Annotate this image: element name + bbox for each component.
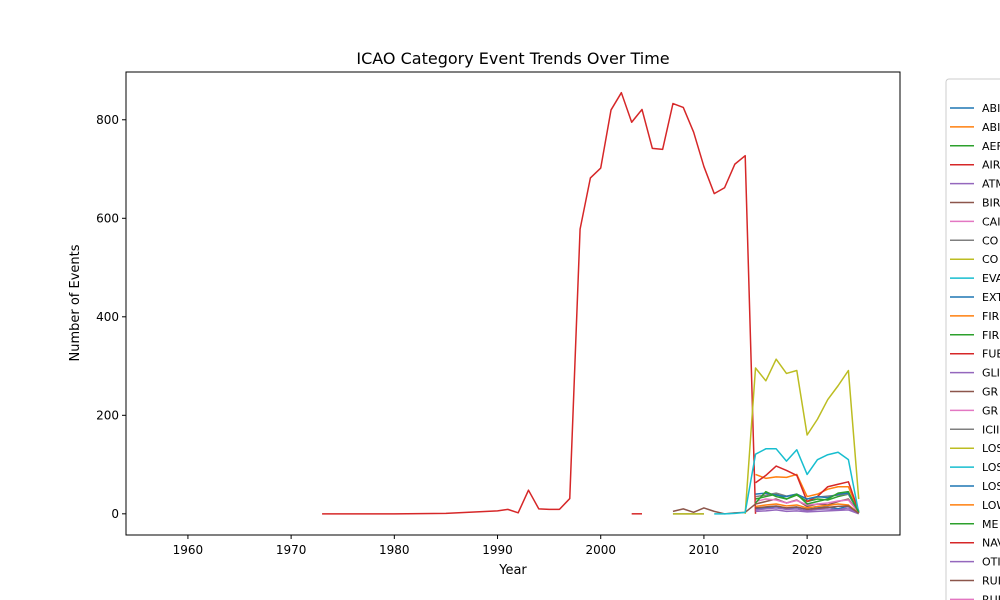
x-tick-label: 1970 <box>276 543 307 557</box>
legend-label: ICII <box>982 423 999 436</box>
x-tick-label: 2020 <box>792 543 823 557</box>
y-tick-label: 800 <box>96 113 119 127</box>
chart-title: ICAO Category Event Trends Over Time <box>356 49 669 68</box>
legend-label: FIR <box>982 310 1000 323</box>
series-line-17 <box>755 509 859 515</box>
legend-label: CAI <box>982 215 1000 228</box>
legend-label: BIR <box>982 197 1000 210</box>
x-tick-label: 1960 <box>173 543 204 557</box>
series-line-6 <box>755 507 860 514</box>
legend-label: EVA <box>982 272 1000 285</box>
x-axis-label: Year <box>498 563 527 578</box>
series-line-3 <box>322 91 757 515</box>
series-line-8 <box>755 498 860 514</box>
legend-label: LOW <box>982 499 1000 512</box>
legend-label: RUI <box>982 575 1000 588</box>
y-tick-label: 600 <box>96 211 119 225</box>
x-tick-label: 1990 <box>482 543 513 557</box>
legend-label: LOS <box>982 442 1000 455</box>
plot-frame <box>125 71 901 536</box>
legend-label: ABI <box>982 102 1000 115</box>
series-line-13 <box>714 448 860 515</box>
legend-label: ME <box>982 518 998 531</box>
legend-label: LOS <box>982 461 1000 474</box>
legend-label: GR <box>982 386 999 399</box>
legend-label: ABI <box>982 121 1000 134</box>
legend-label: AIR <box>982 159 1000 172</box>
legend-label: OTI <box>982 556 1000 569</box>
legend-label: FIR <box>982 329 1000 342</box>
legend-label: ATM <box>982 178 1000 191</box>
series-line-12 <box>744 358 860 514</box>
series-line-15 <box>754 490 860 514</box>
legend-box <box>945 78 1000 600</box>
series-lines <box>322 91 860 515</box>
x-tick-label: 2010 <box>689 543 720 557</box>
axes: 1960 1970 1980 1990 2000 2010 2020 0 200 400 600 80… <box>96 71 901 557</box>
y-tick-label: 400 <box>96 310 119 324</box>
y-tick-label: 200 <box>96 408 119 422</box>
x-tick-label: 2000 <box>585 543 616 557</box>
y-tick-label: 0 <box>111 507 119 521</box>
y-axis-label: Number of Events <box>68 244 83 361</box>
legend-label: LOS <box>982 480 1000 493</box>
series-line-18 <box>755 505 860 514</box>
legend-label: AEF <box>982 140 1000 153</box>
x-tick-label: 1980 <box>379 543 410 557</box>
legend-label: FUE <box>982 348 1000 361</box>
series-line-16 <box>755 503 860 514</box>
series-line-5 <box>755 465 860 512</box>
series-line-1 <box>755 473 860 512</box>
legend-label: CO <box>982 234 999 247</box>
legend-label: EXT <box>982 291 1000 304</box>
legend-label: RUI <box>982 593 1000 600</box>
legend: ABI ABI AEF AIR ATM BIR CAI CO CO EVA EXT FIR FIR FUE… <box>945 78 1000 600</box>
legend-label: GR <box>982 404 999 417</box>
legend-label: NAV <box>982 537 1000 550</box>
legend-label: CO <box>982 253 999 266</box>
legend-label: GLI <box>982 367 1000 380</box>
